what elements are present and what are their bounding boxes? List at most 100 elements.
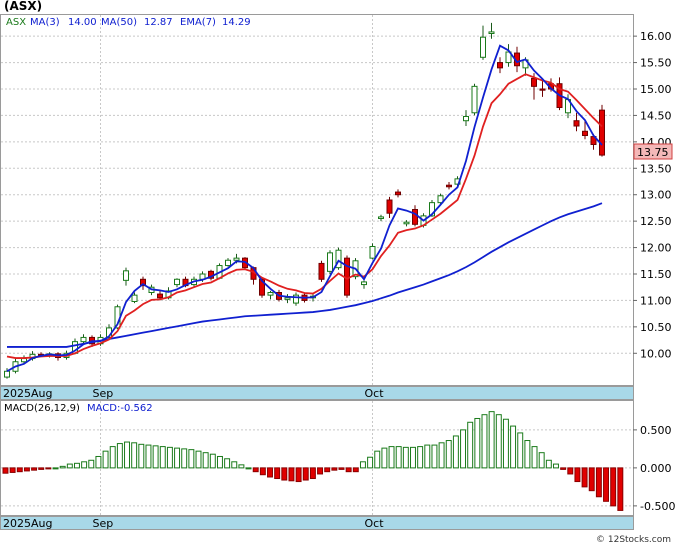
macd-bar-negative [560, 467, 567, 470]
chart-title: (ASX) [4, 0, 42, 13]
macd-bar-positive [73, 462, 80, 469]
candle [386, 196, 393, 218]
candle-body-up [437, 195, 444, 204]
macd-bar-positive [81, 461, 88, 469]
legend-ma50-value: 12.87 [144, 17, 173, 28]
macd-bar-negative [16, 467, 23, 473]
macd-bar-positive [59, 465, 66, 469]
candle-body-up [233, 257, 240, 261]
legend-ma3-value: 14.00 [68, 17, 97, 28]
candle [582, 120, 588, 140]
last-price-box [633, 143, 673, 160]
price-y-tick-label: 16.00 [640, 30, 672, 43]
macd-bar-negative [331, 467, 338, 471]
macd-bar-positive [216, 455, 223, 469]
legend-ema7-label: EMA(7) [180, 17, 216, 28]
macd-bar-positive [488, 411, 495, 469]
candle-body-up [293, 294, 299, 304]
candle [480, 25, 486, 60]
macd-bar-positive [388, 446, 395, 469]
macd-y-tick-label: 0.500 [640, 424, 672, 437]
price-grid [1, 15, 633, 385]
candle [378, 214, 384, 222]
macd-bar-positive [174, 447, 181, 469]
candle-body-up [174, 278, 180, 286]
macd-bar-negative [274, 467, 281, 480]
candle-body-up [225, 259, 231, 267]
candle-body-up [505, 51, 512, 64]
candle [505, 44, 512, 67]
macd-bar-positive [195, 450, 202, 469]
macd-bar-positive [510, 425, 517, 469]
legend-ema7-value: 14.29 [222, 17, 251, 28]
macd-bar-negative [23, 467, 30, 472]
macd-bar-negative [267, 467, 273, 478]
macd-bar-positive [538, 452, 545, 469]
macd-x-axis: 2025AugSepOctNov [3, 517, 680, 530]
candle [488, 22, 495, 39]
candle [497, 57, 503, 74]
legend-ma3-label: MA(3) [30, 17, 60, 28]
macd-bar-positive [524, 440, 531, 469]
macd-bar-positive [224, 458, 231, 469]
candle [361, 280, 367, 289]
macd-bar-positive [410, 446, 416, 469]
price-y-tick-label: 12.00 [640, 242, 672, 255]
macd-bar-positive [209, 453, 216, 469]
candle [395, 189, 401, 198]
candle [599, 104, 605, 157]
macd-bar-positive [138, 443, 145, 469]
candle-body-up [267, 292, 274, 296]
candle [573, 112, 580, 132]
candle-body-down [318, 262, 325, 280]
candle [539, 78, 546, 97]
last-price-label: 13.75 [637, 146, 669, 159]
macd-bar-negative [352, 467, 359, 473]
macd-bar-negative [567, 467, 574, 475]
macd-bar-positive [531, 446, 538, 469]
price-x-label: Oct [365, 387, 385, 400]
candle-body-down [531, 77, 537, 87]
price-y-tick-label: 13.50 [640, 162, 672, 175]
candle-body-down [599, 109, 605, 156]
macd-bar-negative [45, 467, 52, 470]
candle-body-up [369, 246, 376, 259]
macd-params: MACD(26,12,9) [4, 403, 80, 414]
candle-body-down [386, 199, 393, 214]
candle-body-up [327, 252, 333, 272]
macd-x-axis-band [0, 516, 634, 530]
candle-body-down [539, 88, 546, 91]
price-y-tick-label: 15.00 [640, 83, 672, 96]
candle-body-up [361, 281, 367, 286]
candle-body-up [335, 249, 342, 269]
candle [225, 258, 231, 267]
macd-x-label: Oct [365, 517, 385, 530]
macd-bar-positive [166, 446, 173, 469]
macd-bar-positive [553, 463, 559, 469]
price-x-label: Sep [93, 387, 114, 400]
candle-body-down [140, 278, 146, 287]
price-y-axis: 10.00 10.50 11.00 11.50 12.00 12.50 13.00 13.50… [633, 30, 672, 360]
macd-bar-positive [181, 448, 188, 469]
macd-bar-positive [438, 442, 445, 469]
macd-bar-positive [116, 443, 123, 469]
price-y-tick-label: 15.50 [640, 57, 672, 70]
legend-ma50-label: MA(50) [101, 17, 137, 28]
price-y-tick-label: 11.00 [640, 294, 672, 307]
candle [335, 247, 342, 270]
macd-bar-negative [338, 467, 345, 470]
macd-bar-positive [460, 429, 467, 469]
candle [293, 292, 299, 306]
candle [131, 292, 138, 304]
candle-body-up [4, 370, 10, 378]
ma50-line [7, 202, 603, 348]
macd-bar-positive [502, 418, 509, 469]
candle-body-up [488, 31, 495, 34]
macd-y-tick-label: 0.000 [640, 462, 672, 475]
indicator-lines [6, 44, 603, 373]
candle [80, 334, 87, 344]
macd-bar-positive [188, 449, 195, 469]
macd-bar-negative [574, 467, 581, 483]
candle-body-up [463, 115, 469, 122]
